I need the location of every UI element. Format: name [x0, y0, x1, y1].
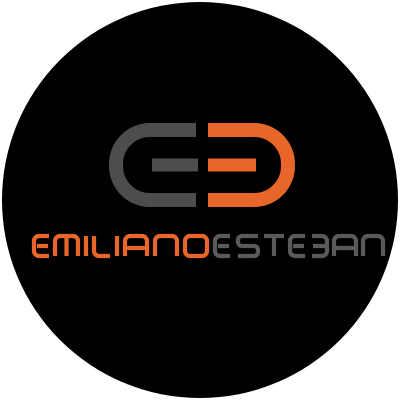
- monogram-gray-e: [109, 123, 198, 207]
- monogram-orange-e: [208, 123, 295, 207]
- wordmark-last-name: [212, 233, 386, 259]
- wordmark-first-name: [31, 233, 210, 259]
